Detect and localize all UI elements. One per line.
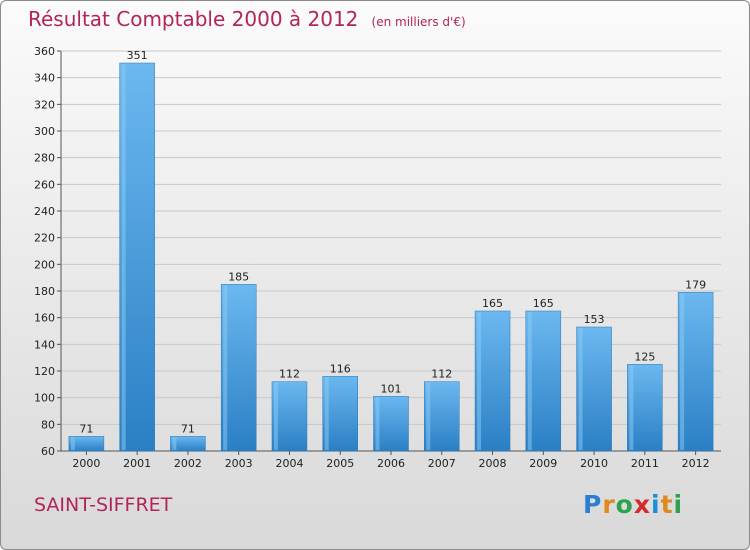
y-tick-label: 200	[34, 258, 55, 271]
x-tick-label-2007: 2007	[428, 457, 456, 470]
y-tick-label: 140	[34, 338, 55, 351]
logo-letter: x	[633, 490, 651, 519]
bar-highlight	[680, 293, 685, 450]
value-label-2012: 179	[685, 278, 706, 291]
logo-letter: t	[660, 490, 674, 519]
value-label-2000: 71	[79, 422, 93, 435]
value-label-2009: 165	[533, 297, 554, 310]
x-tick-label-2001: 2001	[123, 457, 151, 470]
y-tick-label: 240	[34, 205, 55, 218]
value-label-2011: 125	[634, 350, 655, 363]
value-label-2006: 101	[381, 382, 402, 395]
x-tick-label-2009: 2009	[529, 457, 557, 470]
logo-letter: r	[602, 490, 616, 519]
x-tick-label-2010: 2010	[580, 457, 608, 470]
x-tick-label-2000: 2000	[72, 457, 100, 470]
value-label-2008: 165	[482, 297, 503, 310]
y-tick-label: 60	[41, 445, 55, 458]
x-tick-label-2002: 2002	[174, 457, 202, 470]
y-tick-label: 260	[34, 178, 55, 191]
bar-highlight	[223, 285, 228, 450]
y-tick-label: 100	[34, 392, 55, 405]
value-label-2010: 153	[584, 313, 605, 326]
title-unit: (en milliers d'€)	[371, 15, 466, 29]
bar-highlight	[578, 328, 583, 450]
y-tick-label: 160	[34, 312, 55, 325]
value-label-2007: 112	[431, 368, 452, 381]
bar-highlight	[121, 64, 126, 450]
value-label-2001: 351	[127, 49, 148, 62]
y-tick-label: 80	[41, 418, 55, 431]
bar-highlight	[629, 365, 634, 450]
y-tick-label: 320	[34, 98, 55, 111]
bar-highlight	[273, 382, 278, 450]
logo-letter: i	[673, 490, 684, 519]
x-tick-label-2008: 2008	[479, 457, 507, 470]
logo-letter: i	[651, 490, 661, 519]
y-tick-label: 360	[34, 45, 55, 58]
chart-title: Résultat Comptable 2000 à 2012 (en milli…	[28, 7, 466, 31]
bar-highlight	[70, 437, 75, 450]
title-main: Résultat Comptable 2000 à 2012	[28, 7, 359, 31]
bar-highlight	[375, 397, 380, 450]
commune-name: SAINT-SIFFRET	[34, 494, 173, 516]
logo-letter: o	[615, 490, 634, 519]
bar-highlight	[527, 312, 532, 450]
x-tick-label-2012: 2012	[682, 457, 710, 470]
y-tick-label: 120	[34, 365, 55, 378]
y-tick-label: 220	[34, 232, 55, 245]
bar-highlight	[426, 382, 431, 450]
x-tick-label-2005: 2005	[326, 457, 354, 470]
x-tick-label-2006: 2006	[377, 457, 405, 470]
bar-highlight	[172, 437, 177, 450]
y-tick-label: 300	[34, 125, 55, 138]
bar-highlight	[477, 312, 482, 450]
proxiti-logo: Proxiti	[583, 490, 683, 519]
x-tick-label-2003: 2003	[225, 457, 253, 470]
y-tick-label: 340	[34, 72, 55, 85]
x-tick-label-2011: 2011	[631, 457, 659, 470]
x-tick-label-2004: 2004	[275, 457, 303, 470]
logo-letter: P	[583, 490, 603, 519]
value-label-2004: 112	[279, 368, 300, 381]
bar-highlight	[324, 377, 329, 450]
value-label-2003: 185	[228, 270, 249, 283]
y-tick-label: 180	[34, 285, 55, 298]
value-label-2005: 116	[330, 362, 351, 375]
y-tick-label: 280	[34, 152, 55, 165]
value-label-2002: 71	[181, 422, 195, 435]
